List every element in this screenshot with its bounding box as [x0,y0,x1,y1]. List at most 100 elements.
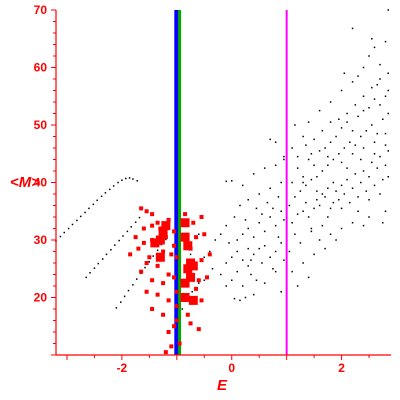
data-point [59,235,62,238]
data-point [220,233,222,235]
data-point [161,221,171,231]
data-point [362,66,365,69]
data-point [150,212,155,217]
data-point [228,242,230,244]
data-point [174,304,179,309]
data-point [274,250,277,253]
data-point [387,72,389,74]
data-point [214,239,217,241]
data-point [335,190,337,192]
y-tick-label: 20 [34,291,48,305]
axes [55,10,391,356]
data-point [150,223,155,228]
data-point [307,121,310,123]
data-point [329,121,332,123]
data-point [280,210,282,212]
data-point [196,278,201,283]
data-point [165,238,167,241]
data-point [139,206,144,211]
data-point [387,176,389,178]
data-point [357,75,359,77]
data-point [346,112,348,115]
data-point [277,196,280,198]
data-point [174,318,179,323]
data-point [324,196,326,198]
data-point [155,263,160,268]
data-point [349,201,351,204]
data-point [318,204,321,207]
data-point [387,112,389,115]
data-point [188,321,193,326]
data-point [321,170,324,172]
data-point [180,218,190,228]
data-point [351,187,354,189]
data-point [376,132,379,135]
data-point [263,245,266,247]
data-point [199,298,204,303]
x-tick-label: 0 [228,361,235,375]
x-tick-label: 2 [338,361,345,375]
data-point [387,9,389,11]
data-point [338,199,340,201]
data-point [349,141,351,143]
data-point [280,242,282,244]
data-point [148,261,151,263]
data-point [368,55,370,57]
data-point [371,38,373,40]
data-point [125,177,127,180]
data-point [150,238,160,248]
data-point [387,150,389,152]
data-point [354,144,357,146]
data-point [236,239,238,241]
data-point [329,141,332,143]
y-axis-title: <M> [10,174,40,191]
data-point [166,272,171,277]
data-point [316,190,318,192]
data-point [362,170,365,172]
data-point [340,207,343,210]
data-point [296,285,299,287]
data-point [205,275,210,280]
data-point [144,266,146,269]
data-points [55,9,389,355]
data-point [169,344,174,349]
data-point [299,190,302,192]
data-point [351,81,354,83]
data-point [296,167,299,169]
data-point [283,155,285,158]
data-point [255,279,258,281]
data-point [354,173,357,175]
data-point [138,216,141,219]
data-point [97,262,100,265]
data-point [183,264,193,274]
data-point [250,273,252,276]
data-point [120,301,122,303]
data-point [225,285,227,287]
data-point [305,201,307,204]
data-point [313,207,315,210]
data-point [291,181,293,184]
data-point [310,178,313,181]
data-point [288,250,291,253]
data-point [365,130,368,132]
data-point [115,307,118,309]
data-point [191,220,196,225]
data-point [373,46,376,49]
data-point [327,155,329,158]
data-point [147,255,152,260]
data-point [329,101,332,103]
data-point [247,265,249,267]
data-point [166,330,171,334]
data-point [277,236,280,238]
data-point [310,227,313,230]
data-point [357,210,359,212]
data-point [189,253,192,256]
y-tick-label: 50 [34,118,48,132]
data-point [307,276,310,279]
data-point [335,135,337,138]
data-point [384,164,387,166]
data-point [343,193,346,195]
data-point [376,167,379,169]
data-point [288,204,291,207]
data-point [252,293,255,296]
